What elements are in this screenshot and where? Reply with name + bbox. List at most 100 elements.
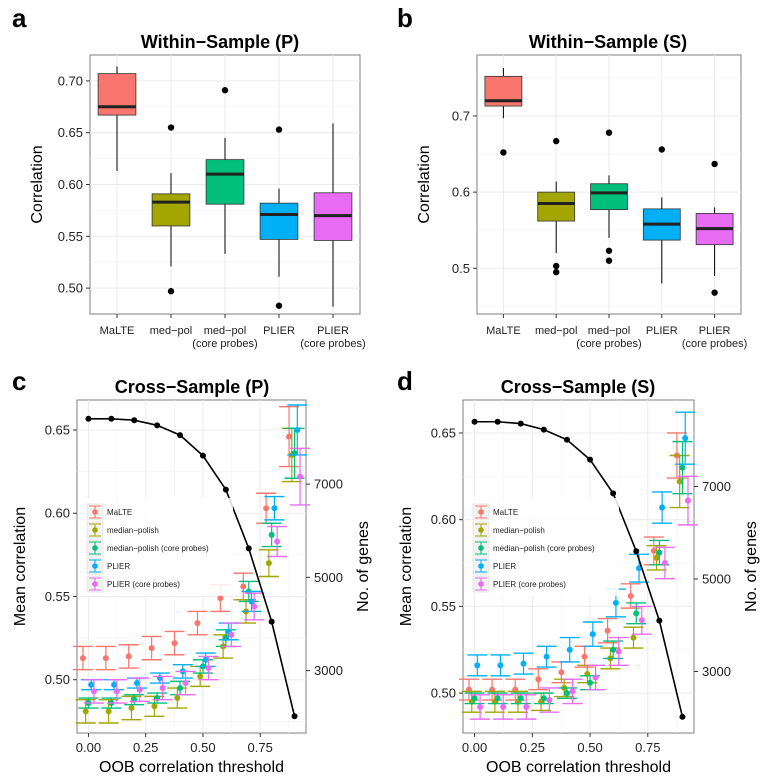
data-point bbox=[546, 697, 553, 704]
data-point bbox=[535, 676, 542, 683]
data-point bbox=[136, 686, 143, 693]
box-5 bbox=[313, 123, 353, 307]
data-point bbox=[159, 685, 166, 692]
x-axis-title: OOB correlation threshold bbox=[486, 759, 671, 776]
y-tick-label: 0.6 bbox=[452, 185, 470, 200]
data-point bbox=[569, 688, 576, 695]
data-point bbox=[182, 680, 189, 687]
x-category-label: MaLTE bbox=[100, 325, 135, 337]
data-point bbox=[474, 662, 481, 669]
y-tick-label: 0.60 bbox=[58, 177, 83, 192]
series-5 bbox=[470, 475, 698, 720]
legend-label: PLIER bbox=[493, 562, 516, 571]
data-point bbox=[592, 674, 599, 681]
genes-count-point bbox=[108, 415, 115, 422]
series-1 bbox=[72, 405, 300, 671]
x-tick-label: 0.00 bbox=[76, 740, 101, 755]
data-point bbox=[265, 560, 272, 567]
legend-label: median−polish (core probes) bbox=[107, 544, 209, 553]
box-3 bbox=[590, 129, 628, 264]
y-axis-title: Mean correlation bbox=[12, 507, 29, 626]
data-point bbox=[650, 547, 657, 554]
genes-count-point bbox=[291, 713, 298, 720]
data-point bbox=[294, 426, 301, 433]
data-point bbox=[581, 653, 588, 660]
box-iqr bbox=[97, 73, 137, 116]
data-point bbox=[589, 631, 596, 638]
x-category-label: (core probes) bbox=[300, 338, 365, 350]
outlier-point bbox=[275, 302, 283, 309]
data-point bbox=[248, 598, 255, 605]
box-1 bbox=[484, 67, 523, 156]
genes-count-point bbox=[177, 432, 184, 439]
legend: MaLTE median−polish median−polish (core pr… bbox=[85, 498, 233, 596]
y2-axis-title: No. of genes bbox=[743, 521, 760, 612]
y2-tick-label: 7000 bbox=[314, 477, 343, 492]
panel-letter: a bbox=[12, 3, 27, 33]
x-tick-label: 0.75 bbox=[248, 740, 273, 755]
data-point bbox=[111, 681, 118, 688]
panel-title: Within−Sample (S) bbox=[529, 32, 687, 52]
data-point bbox=[240, 583, 247, 590]
genes-count-point bbox=[245, 545, 252, 552]
series-4 bbox=[467, 411, 696, 677]
x-category-label: med−pol bbox=[588, 325, 631, 337]
data-point bbox=[540, 695, 547, 702]
data-point bbox=[228, 631, 235, 638]
y-tick-label: 0.60 bbox=[431, 512, 456, 527]
data-point bbox=[615, 648, 622, 655]
genes-count-point bbox=[131, 417, 138, 424]
x-tick-label: 0.75 bbox=[635, 740, 660, 755]
outlier-point bbox=[711, 289, 718, 296]
data-point bbox=[587, 679, 594, 686]
box-1 bbox=[97, 66, 137, 172]
legend-key-point bbox=[478, 563, 484, 569]
legend-label: PLIER (core probes) bbox=[107, 580, 180, 589]
data-point bbox=[268, 531, 275, 538]
data-point bbox=[497, 662, 504, 669]
data-point bbox=[500, 703, 507, 710]
genes-count-point bbox=[633, 548, 640, 555]
y2-tick-label: 7000 bbox=[702, 479, 731, 494]
legend-key-point bbox=[92, 545, 98, 551]
legend-key-point bbox=[478, 545, 484, 551]
data-point bbox=[274, 538, 281, 545]
data-point bbox=[177, 685, 184, 692]
legend-key-point bbox=[92, 527, 98, 533]
x-tick-label: 0.50 bbox=[190, 740, 215, 755]
data-point bbox=[82, 708, 89, 715]
data-point bbox=[610, 646, 617, 653]
y-tick-label: 0.55 bbox=[45, 589, 70, 604]
y-tick-label: 0.50 bbox=[431, 686, 456, 701]
data-point bbox=[612, 599, 619, 606]
y-tick-label: 0.60 bbox=[45, 506, 70, 521]
box-iqr bbox=[151, 193, 191, 227]
y-tick-label: 0.55 bbox=[431, 599, 456, 614]
data-point bbox=[523, 703, 530, 710]
box-4 bbox=[259, 126, 299, 309]
data-point bbox=[558, 669, 565, 676]
series-5 bbox=[83, 447, 311, 704]
y-axis-title: Correlation bbox=[29, 145, 46, 223]
data-point bbox=[105, 708, 112, 715]
data-point bbox=[151, 703, 158, 710]
x-category-label: PLIER bbox=[699, 325, 731, 337]
panel-title: Cross−Sample (S) bbox=[501, 377, 656, 397]
genes-count-series bbox=[471, 418, 686, 720]
box-iqr bbox=[537, 191, 576, 222]
outlier-point bbox=[275, 126, 283, 133]
data-point bbox=[271, 505, 278, 512]
y-tick-label: 0.70 bbox=[58, 73, 83, 88]
x-category-label: (core probes) bbox=[682, 338, 747, 350]
data-point bbox=[679, 464, 686, 471]
x-category-label: PLIER bbox=[263, 325, 295, 337]
y-tick-label: 0.50 bbox=[45, 672, 70, 687]
y2-axis-title: No. of genes bbox=[355, 521, 372, 612]
genes-count-point bbox=[222, 486, 229, 493]
panel-title: Within−Sample (P) bbox=[141, 32, 299, 52]
series-2 bbox=[461, 454, 690, 713]
x-tick-label: 0.25 bbox=[133, 740, 158, 755]
panel-d: d Cross−Sample (S) 0.00 0.25 0.50 0.75 0.50 0.5… bbox=[397, 366, 760, 776]
genes-count-point bbox=[540, 426, 547, 433]
data-point bbox=[682, 435, 689, 442]
